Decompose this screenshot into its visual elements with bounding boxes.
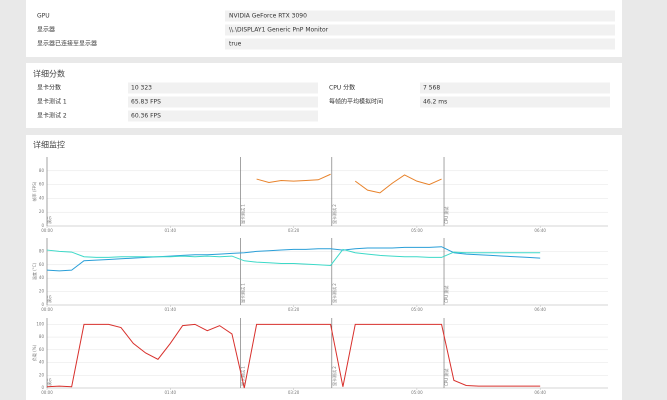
y-tick-label: 60 (39, 347, 45, 352)
value-box (128, 82, 318, 94)
value-box (128, 96, 318, 108)
y-tick-label: 80 (39, 334, 45, 339)
segment-label: 显卡测试 2 (331, 204, 337, 224)
series-line (46, 246, 541, 272)
series-line (256, 173, 442, 194)
segment-label: 演示 (46, 295, 52, 303)
value-box (128, 110, 318, 122)
x-tick-label: 03:20 (288, 390, 300, 395)
y-tick-label: 40 (39, 195, 45, 200)
value-box (225, 38, 615, 50)
x-tick-label: 01:40 (165, 390, 177, 395)
segment-label: 显卡测试 2 (331, 366, 337, 386)
score-label: 每帧的平均模拟时间 (329, 98, 383, 106)
x-tick-label: 06:40 (534, 228, 546, 233)
y-tick-label: 20 (39, 372, 45, 377)
series-line (46, 323, 541, 389)
value-box (420, 82, 610, 94)
y-axis-label: 负载 (%) (31, 344, 37, 361)
y-tick-label: 100 (36, 321, 44, 326)
row-value: NVIDIA GeForce RTX 3090 (229, 13, 307, 20)
monitor-panel (26, 135, 622, 400)
y-tick-label: 60 (39, 262, 45, 267)
y-tick-label: 20 (39, 209, 45, 214)
value-box (420, 96, 610, 108)
segment-label: 显卡测试 1 (240, 204, 246, 224)
y-axis-label: 帧率 (FPS) (31, 181, 37, 201)
x-tick-label: 05:00 (411, 307, 423, 312)
x-tick-label: 05:00 (411, 228, 423, 233)
y-axis-label: 温度 (°C) (31, 262, 37, 280)
score-label: 显卡测试 1 (37, 98, 67, 106)
y-tick-label: 20 (39, 289, 45, 294)
row-label: GPU (37, 13, 50, 20)
row-value: \\.\DISPLAY1 Generic PnP Monitor (229, 27, 329, 34)
segment-label: 演示 (46, 216, 52, 224)
value-box (225, 24, 615, 36)
value-box (225, 10, 615, 22)
monitor-title: 详细监控 (33, 140, 65, 150)
segment-label: 显卡测试 2 (331, 283, 337, 303)
series-line (46, 248, 541, 266)
x-tick-label: 00:00 (41, 390, 53, 395)
score-value: 65.83 FPS (131, 99, 161, 106)
segment-label: CPU 测试 (443, 207, 449, 224)
y-tick-label: 0 (41, 223, 44, 228)
y-tick-label: 0 (41, 302, 44, 307)
x-tick-label: 06:40 (534, 390, 546, 395)
x-tick-label: 00:00 (41, 228, 53, 233)
segment-label: CPU 测试 (443, 286, 449, 303)
score-label: 显卡分数 (37, 84, 61, 92)
x-tick-label: 06:40 (534, 307, 546, 312)
scores-title: 详细分数 (33, 69, 65, 79)
row-value: true (229, 41, 242, 48)
score-label: CPU 分数 (329, 84, 355, 92)
score-value: 60.36 FPS (131, 113, 161, 120)
y-tick-label: 60 (39, 182, 45, 187)
x-tick-label: 01:40 (165, 307, 177, 312)
segment-label: CPU 测试 (443, 369, 449, 386)
x-tick-label: 03:20 (288, 228, 300, 233)
segment-label: 演示 (46, 378, 52, 386)
y-tick-label: 40 (39, 275, 45, 280)
row-label: 显示器已连接至显示器 (37, 40, 97, 48)
y-tick-label: 80 (39, 168, 45, 173)
score-value: 46.2 ms (423, 99, 447, 106)
x-tick-label: 03:20 (288, 307, 300, 312)
x-tick-label: 00:00 (41, 307, 53, 312)
y-tick-label: 0 (41, 385, 44, 390)
y-tick-label: 40 (39, 360, 45, 365)
score-value: 7 568 (423, 85, 440, 92)
segment-label: 显卡测试 1 (240, 366, 246, 386)
score-value: 10 323 (131, 85, 152, 92)
row-label: 显示器 (37, 27, 55, 34)
segment-label: 显卡测试 1 (240, 283, 246, 303)
x-tick-label: 01:40 (165, 228, 177, 233)
x-tick-label: 05:00 (411, 390, 423, 395)
y-tick-label: 80 (39, 248, 45, 253)
scores-panel (26, 63, 622, 128)
score-label: 显卡测试 2 (37, 112, 67, 120)
